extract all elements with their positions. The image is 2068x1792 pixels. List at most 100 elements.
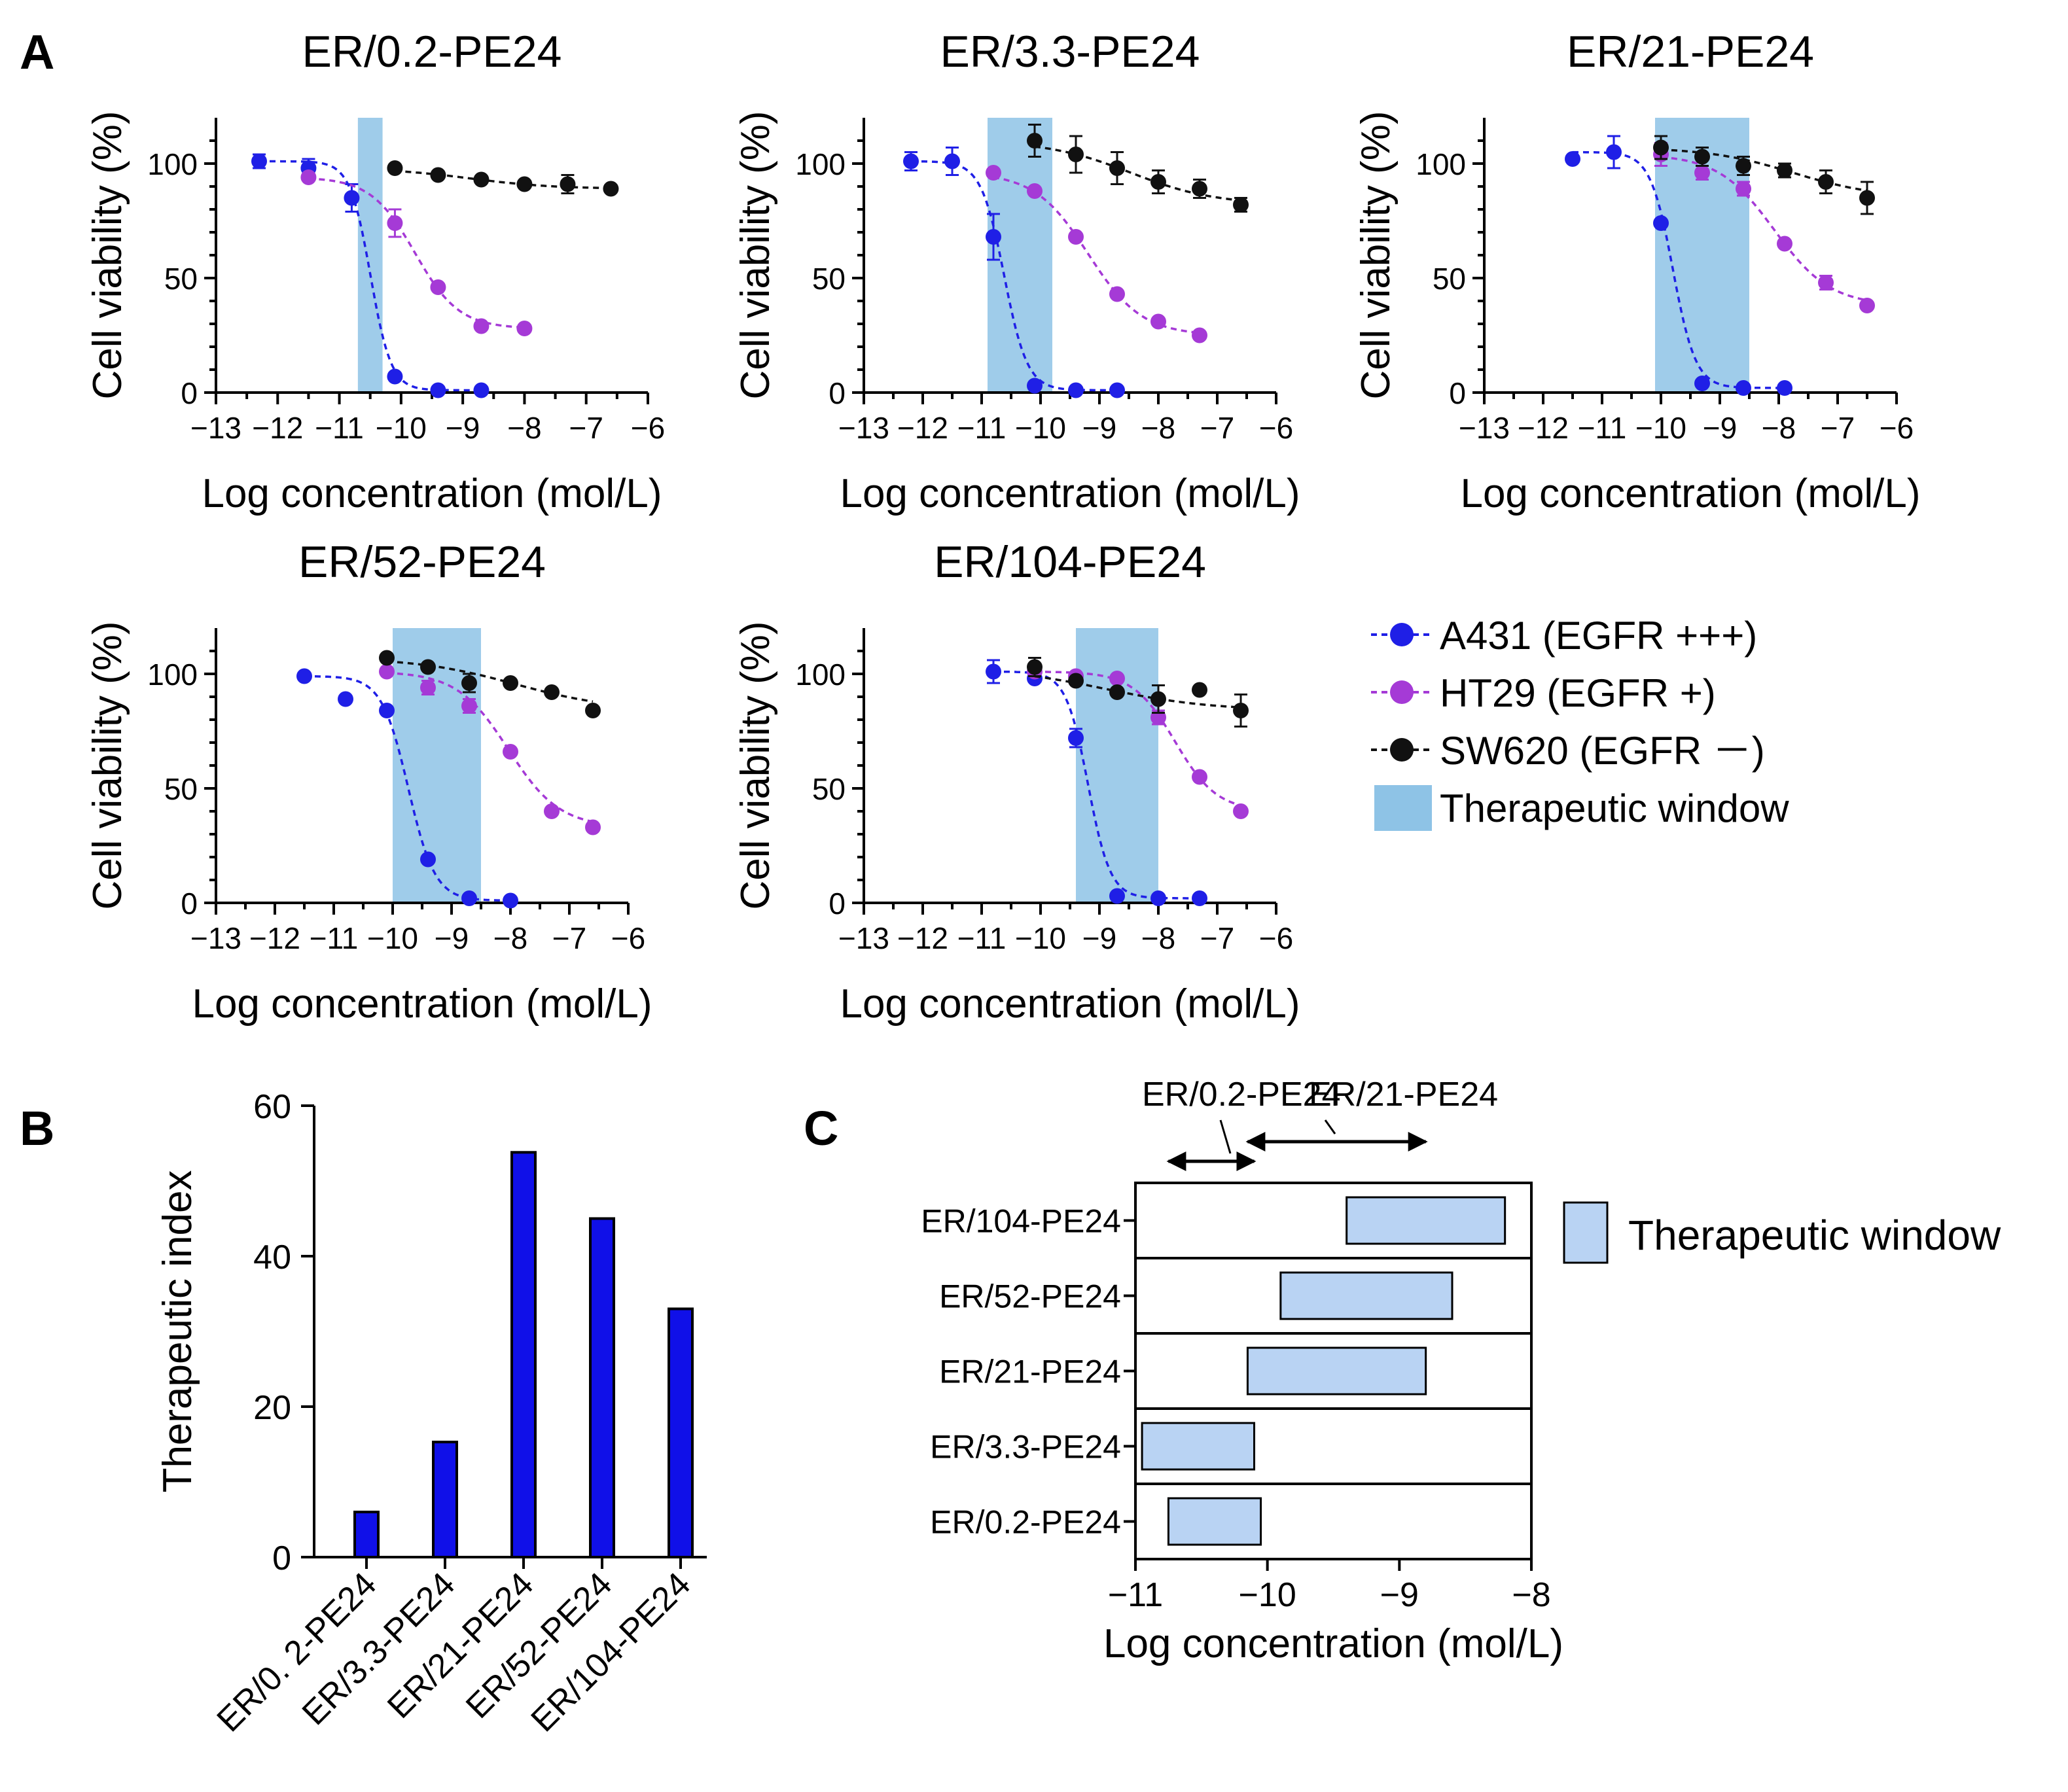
fit-curve [308,177,525,329]
data-point [1192,327,1207,343]
series-sw620 [1027,657,1249,728]
data-point [1150,174,1166,190]
y-axis-label: Cell viability (%) [733,622,778,910]
window-range [1167,1497,1262,1546]
data-point [1109,160,1125,176]
x-tick-label: −6 [1259,411,1293,445]
panel-label-b: B [20,1101,54,1155]
data-point [379,650,395,666]
viability-chart-2: −13 −12 −11 −10 −9 −8 −7 −6 0 50 100 ER/3.3-PE24 Log… [733,27,1300,516]
x-axis-label: Log concentration (mol/L) [1103,1621,1563,1666]
data-point [1192,682,1207,698]
fit-curve [1660,156,1868,302]
data-point [585,703,601,718]
y-tick-label: 0 [829,376,846,410]
y-axis-label: Cell viability (%) [85,111,130,400]
x-tick-label: −10 [1015,921,1066,955]
data-point [420,659,436,675]
data-point [1233,197,1249,213]
data-point [1068,673,1084,689]
fit-curve [1034,145,1241,202]
y-tick-label: 20 [253,1389,291,1427]
y-tick-label: 0 [181,887,198,921]
data-point [1027,378,1043,394]
x-axis-label: Log concentration (mol/L) [840,471,1300,516]
y-axis-label: Cell viability (%) [1353,111,1399,400]
legend-a: A431 (EGFR +++) HT29 (EGFR +) SW620 (EGF… [1371,614,1789,831]
data-point [1777,236,1792,252]
x-tick-label: −9 [446,411,480,445]
x-tick-label: −10 [1239,1576,1296,1614]
x-tick-label: −8 [1512,1576,1550,1614]
annotation-leader [1324,1119,1336,1134]
series-a431 [903,147,1125,398]
x-tick-label: −8 [1762,411,1796,445]
x-tick-label: −12 [1518,411,1569,445]
data-point [585,819,601,835]
therapeutic-window [357,118,383,393]
bar [353,1511,380,1558]
data-point [1233,703,1249,718]
data-point [1565,151,1580,167]
data-point [986,663,1001,680]
series-sw620 [1027,124,1249,213]
y-tick-label: 40 [253,1239,291,1276]
chart-title: ER/52-PE24 [298,537,546,587]
data-point [516,321,533,336]
data-point [1150,691,1166,707]
x-tick-label: −6 [1880,411,1914,445]
data-point [1109,671,1125,686]
panel-label-c: C [804,1101,838,1155]
data-point [420,680,436,695]
data-point [503,892,518,909]
x-axis-label: Log concentration (mol/L) [202,471,662,516]
series-sw620 [387,160,619,197]
x-tick-label: −6 [611,921,645,955]
data-point [1192,181,1207,197]
window-range [1279,1271,1453,1320]
annotation-leader [1219,1119,1232,1154]
legend-window-swatch [1374,785,1432,831]
data-point [1777,162,1792,179]
y-tick-label: 0 [829,887,846,921]
x-tick-label: −8 [1141,921,1175,955]
x-tick-label: −13 [1459,411,1510,445]
data-point [1068,229,1084,245]
category-label: ER/52-PE24 [939,1278,1121,1315]
data-point [344,190,360,206]
legend-window-swatch [1563,1201,1609,1264]
data-point [986,165,1001,181]
y-tick-label: 0 [272,1539,291,1577]
data-point [560,176,576,192]
data-point [603,181,619,197]
data-point [296,668,312,684]
data-point [903,153,919,169]
legend-window-label: Therapeutic window [1628,1212,2001,1259]
series-ht29 [986,165,1207,343]
data-point [338,691,353,707]
x-tick-label: −7 [1200,921,1234,955]
data-point [1233,803,1249,819]
window-range [1141,1422,1256,1471]
x-tick-label: −7 [552,921,586,955]
y-tick-label: 100 [795,658,846,692]
y-tick-label: 0 [181,376,198,410]
viability-chart-1: −13 −12 −11 −10 −9 −8 −7 −6 0 50 100 ER/0.2-PE24 Log… [85,27,665,516]
data-point [516,176,533,192]
data-point [944,153,960,169]
viability-chart-5: −13 −12 −11 −10 −9 −8 −7 −6 0 50 100 ER/104-PE24 Log… [733,537,1300,1027]
viability-chart-4: −13 −12 −11 −10 −9 −8 −7 −6 0 50 100 ER/52-PE24 Log … [85,537,652,1027]
x-tick-label: −11 [1578,411,1627,445]
x-tick-label: −11 [957,921,1007,955]
bar [668,1307,694,1558]
data-point [461,698,477,714]
y-tick-label: 100 [147,147,198,181]
y-tick-label: 50 [164,772,198,806]
data-point [1777,380,1792,396]
chart-title: ER/0.2-PE24 [302,27,562,77]
window-range [1346,1196,1506,1245]
y-tick-label: 50 [164,262,198,296]
y-tick-label: 100 [147,658,198,692]
therapeutic-window [1076,628,1158,903]
